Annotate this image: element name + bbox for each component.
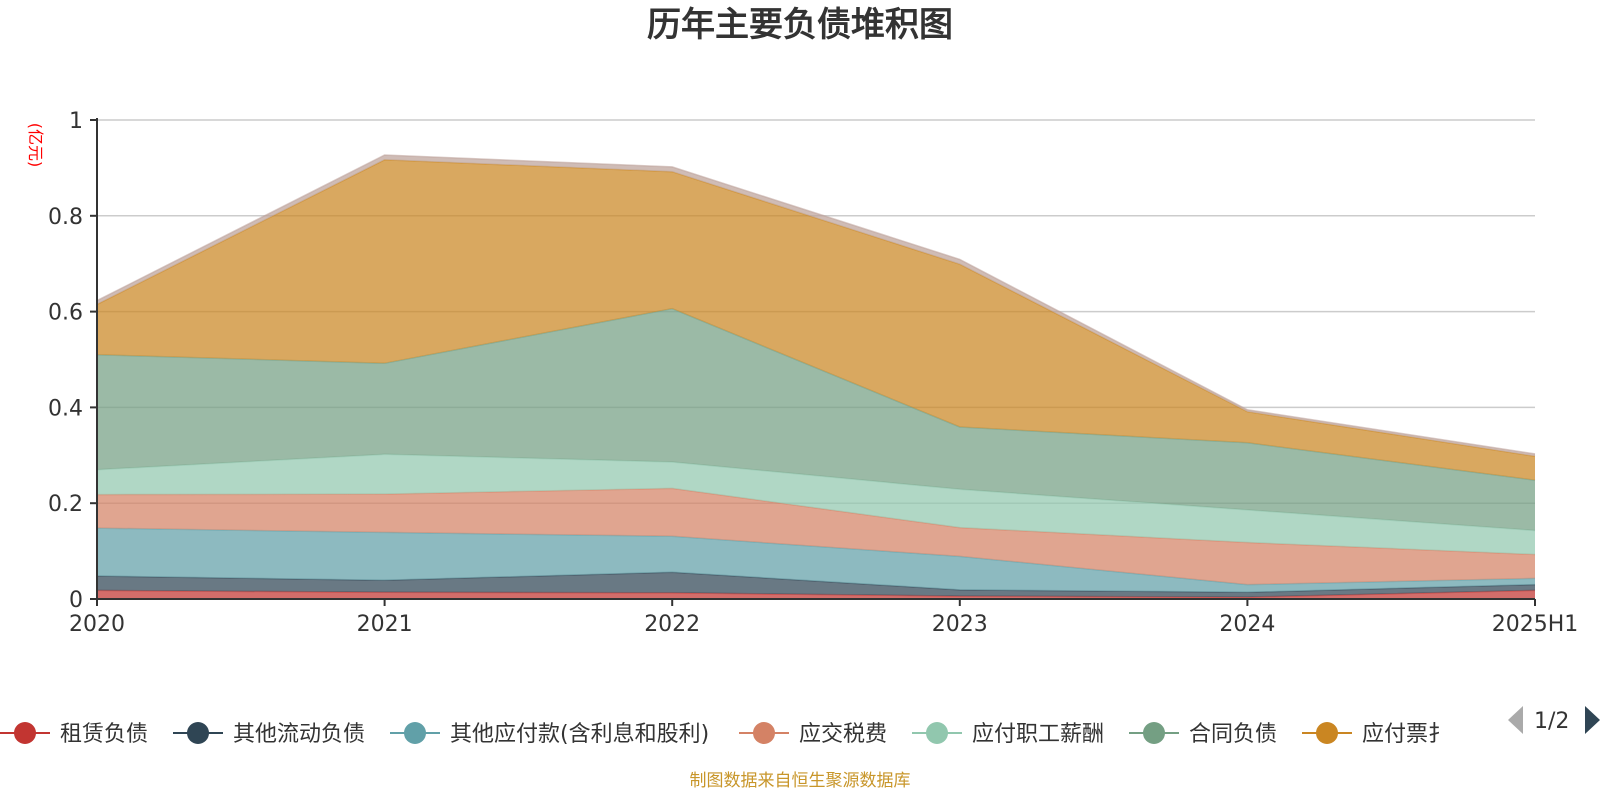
legend-label: 应交税费 — [799, 722, 887, 747]
legend-next-icon[interactable] — [1585, 706, 1600, 734]
legend-prev-icon[interactable] — [1508, 706, 1523, 734]
x-tick-label: 2021 — [357, 612, 413, 637]
y-tick-label: 0.2 — [48, 492, 83, 517]
legend-page-indicator: 1/2 — [1534, 709, 1569, 734]
x-tick-label: 2022 — [644, 612, 700, 637]
axes: 0 0.2 0.4 0.6 0.8 1 2020 2021 2022 2023 2024 2025H1 — [48, 109, 1578, 637]
area-series-line-7 — [96, 154, 1536, 455]
area-series-7 — [97, 155, 1535, 457]
x-tick-label: 2020 — [69, 612, 125, 637]
legend-marker-icon — [926, 722, 948, 744]
y-tick-label: 0 — [69, 588, 83, 613]
legend-item[interactable]: 租赁负债 — [0, 722, 148, 747]
legend-item[interactable]: 合同负债 — [1129, 722, 1277, 747]
legend-item[interactable]: 应付职工薪酬 — [912, 722, 1104, 747]
chart-title: 历年主要负债堆积图 — [647, 5, 953, 45]
legend-pager: 1/2 — [1508, 706, 1600, 734]
legend-label: 合同负债 — [1189, 722, 1277, 747]
x-tick-label: 2023 — [932, 612, 988, 637]
legend-item[interactable]: 其他流动负债 — [173, 722, 365, 747]
legend-item[interactable]: 其他应付款(含利息和股利) — [390, 722, 709, 747]
y-tick-label: 0.6 — [48, 301, 83, 326]
legend-label: 其他流动负债 — [233, 722, 365, 747]
legend-items: 租赁负债 其他流动负债 其他应付款(含利息和股利) 应交税费 应付职工薪酬 合同负债 应付票… — [0, 722, 1450, 747]
legend-item[interactable]: 应付票扌 — [1302, 722, 1450, 747]
legend-marker-icon — [187, 722, 209, 744]
legend-marker-icon — [404, 722, 426, 744]
area-series-3 — [97, 488, 1535, 585]
x-tick-label: 2025H1 — [1492, 612, 1579, 637]
legend-label: 租赁负债 — [60, 722, 148, 747]
area-series-5 — [97, 308, 1535, 531]
area-series-line-0 — [96, 589, 1536, 598]
footer-source-note: 制图数据来自恒生聚源数据库 — [690, 771, 911, 791]
area-series-6 — [97, 159, 1535, 481]
legend-marker-icon — [1143, 722, 1165, 744]
legend-marker-icon — [14, 722, 36, 744]
legend-marker-icon — [1316, 722, 1338, 744]
legend-marker-icon — [753, 722, 775, 744]
legend-label: 应付票扌 — [1362, 722, 1450, 747]
legend: 租赁负债 其他流动负债 其他应付款(含利息和股利) 应交税费 应付职工薪酬 合同负债 应付票… — [0, 722, 1450, 747]
area-series-group — [96, 154, 1536, 599]
y-axis-unit-label: (亿元) — [26, 123, 45, 168]
y-tick-label: 0.8 — [48, 205, 83, 230]
y-tick-label: 0.4 — [48, 396, 83, 421]
area-series-2 — [97, 528, 1535, 593]
legend-label: 应付职工薪酬 — [972, 722, 1104, 747]
area-series-4 — [97, 454, 1535, 555]
legend-item[interactable]: 应交税费 — [739, 722, 887, 747]
y-tick-label: 1 — [69, 109, 83, 134]
x-tick-label: 2024 — [1219, 612, 1275, 637]
legend-label: 其他应付款(含利息和股利) — [450, 722, 709, 747]
